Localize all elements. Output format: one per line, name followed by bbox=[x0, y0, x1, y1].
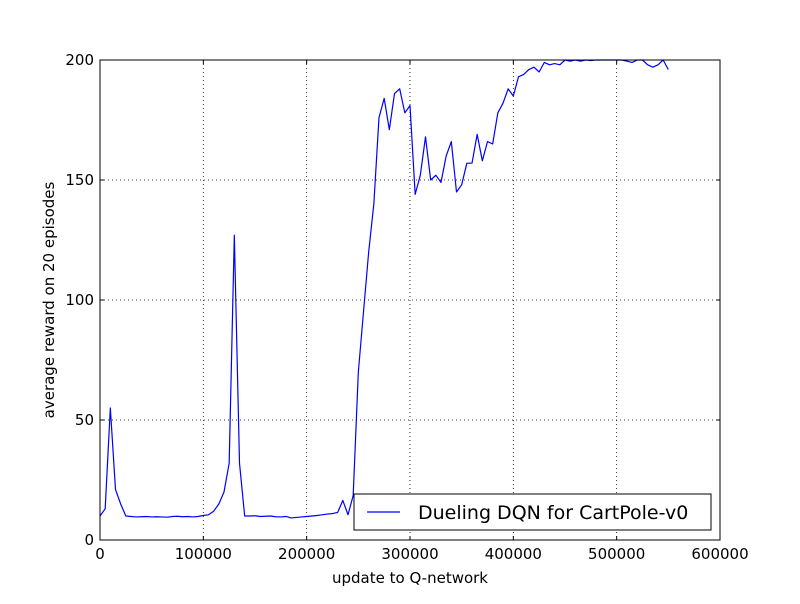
y-tick-label: 50 bbox=[75, 411, 94, 429]
legend-label: Dueling DQN for CartPole-v0 bbox=[418, 502, 688, 524]
ticks: 0 100000 200000 300000 400000 500000 600000 0 50… bbox=[65, 51, 748, 563]
y-tick-label: 200 bbox=[65, 51, 94, 69]
legend-box bbox=[353, 493, 712, 531]
x-tick-label: 300000 bbox=[381, 545, 438, 563]
x-tick-label: 600000 bbox=[691, 545, 748, 563]
x-tick-label: 200000 bbox=[278, 545, 335, 563]
x-tick-label: 400000 bbox=[485, 545, 542, 563]
axis-labels: update to Q-network average reward on 20… bbox=[40, 181, 488, 587]
legend: Dueling DQN for CartPole-v0 bbox=[353, 493, 712, 531]
y-tick-label: 0 bbox=[84, 531, 94, 549]
x-tick-label: 500000 bbox=[588, 545, 645, 563]
y-axis-label: average reward on 20 episodes bbox=[40, 181, 58, 418]
x-axis-label: update to Q-network bbox=[332, 569, 488, 587]
y-tick-label: 150 bbox=[65, 171, 94, 189]
x-tick-label: 100000 bbox=[175, 545, 232, 563]
x-tick-label: 0 bbox=[95, 545, 105, 563]
y-tick-label: 100 bbox=[65, 291, 94, 309]
